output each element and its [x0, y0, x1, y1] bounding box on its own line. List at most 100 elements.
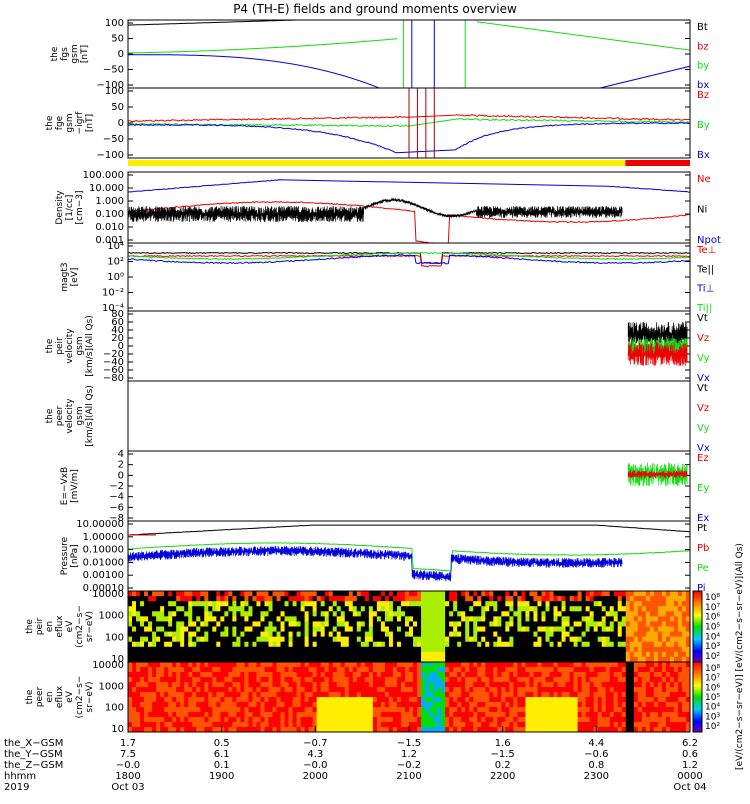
xrow-value: 1.2 — [682, 760, 698, 771]
spec-cell — [284, 651, 289, 658]
spec-cell — [537, 601, 542, 607]
spec-cell — [581, 641, 587, 648]
spec-cell — [132, 636, 137, 643]
spec-cell — [565, 601, 570, 607]
spec-cell — [541, 601, 546, 607]
spec-cell — [376, 646, 382, 653]
spec-cell — [384, 631, 390, 638]
spec-cell — [469, 591, 474, 597]
spec-cell — [176, 667, 181, 673]
spec-cell — [621, 707, 627, 713]
spec-cell — [569, 616, 574, 622]
spec-cell — [417, 641, 422, 648]
spec-cell — [288, 626, 293, 632]
spec-cell — [268, 667, 273, 673]
spec-cell — [489, 591, 494, 597]
spec-cell — [457, 712, 462, 718]
spec-cell — [164, 626, 169, 632]
spec-cell — [633, 707, 639, 713]
spec-cell — [529, 621, 534, 627]
spec-cell — [493, 722, 498, 728]
spec-cell — [449, 712, 454, 718]
spec-cell — [212, 616, 217, 622]
spec-cell — [645, 636, 651, 643]
spec-cell — [352, 651, 358, 658]
spec-cell — [364, 677, 370, 683]
spec-cell — [304, 636, 310, 643]
spec-cell — [477, 626, 482, 632]
spec-cell — [561, 707, 566, 713]
spec-cell — [581, 596, 587, 602]
spec-cell — [413, 697, 418, 703]
spec-cell — [300, 601, 306, 607]
spec-cell — [128, 591, 133, 597]
spec-cell — [553, 621, 558, 627]
spec-cell — [653, 606, 659, 612]
spec-cell — [513, 611, 518, 617]
spec-cell — [505, 626, 510, 632]
spec-cell — [529, 697, 534, 703]
spec-cell — [633, 722, 639, 728]
spec-cell — [473, 621, 478, 627]
spec-cell — [621, 601, 627, 607]
spec-cell — [192, 677, 197, 683]
spec-cell — [681, 631, 687, 638]
spec-cell — [505, 596, 510, 602]
spec-cell — [533, 677, 538, 683]
spec-cell — [284, 702, 289, 708]
spec-cell — [280, 722, 285, 728]
spec-cell — [665, 687, 671, 693]
spec-cell — [172, 636, 177, 643]
spec-cell — [441, 601, 446, 607]
spec-cell — [348, 601, 354, 607]
spec-cell — [561, 656, 566, 663]
spec-cell — [216, 651, 221, 658]
spec-cell — [513, 702, 518, 708]
spec-cell — [497, 667, 502, 673]
spec-cell — [513, 727, 518, 733]
spec-cell — [392, 641, 398, 648]
spec-cell — [457, 727, 462, 733]
spec-cell — [400, 682, 406, 688]
spec-cell — [400, 616, 406, 622]
spec-cell — [252, 697, 257, 703]
spec-cell — [637, 662, 643, 668]
spec-cell — [597, 591, 603, 597]
spec-cell — [140, 626, 145, 632]
spec-cell — [581, 682, 587, 688]
spec-cell — [360, 636, 366, 643]
spec-cell — [340, 672, 346, 678]
spec-cell — [585, 682, 591, 688]
mode-bar-slow — [625, 160, 690, 166]
spec-cell — [529, 672, 534, 678]
spec-cell — [421, 702, 426, 708]
spec-cell — [425, 641, 430, 648]
spec-cell — [541, 662, 546, 668]
spec-cell — [661, 626, 667, 632]
spec-cell — [481, 692, 486, 698]
spec-cell — [421, 641, 426, 648]
spec-cell — [376, 712, 382, 718]
spec-cell — [300, 702, 306, 708]
spec-cell — [228, 662, 233, 668]
spec-cell — [521, 692, 526, 698]
spec-cell — [409, 646, 414, 653]
spec-cell — [617, 616, 623, 622]
ytick-label: 0.00010 — [83, 583, 124, 594]
spec-cell — [601, 646, 607, 653]
ylabel-line: velocity — [65, 328, 75, 364]
spec-cell — [497, 727, 502, 733]
spec-cell — [609, 677, 615, 683]
spec-cell — [429, 606, 434, 612]
spec-cell — [681, 646, 687, 653]
spec-cell — [433, 611, 438, 617]
spec-cell — [200, 712, 205, 718]
spec-cell — [449, 621, 454, 627]
spec-cell — [613, 616, 619, 622]
spec-cell — [553, 692, 558, 698]
spec-cell — [344, 596, 350, 602]
spec-cell — [673, 677, 679, 683]
spec-cell — [665, 717, 671, 723]
spec-cell — [332, 667, 338, 673]
spec-cell — [457, 591, 462, 597]
